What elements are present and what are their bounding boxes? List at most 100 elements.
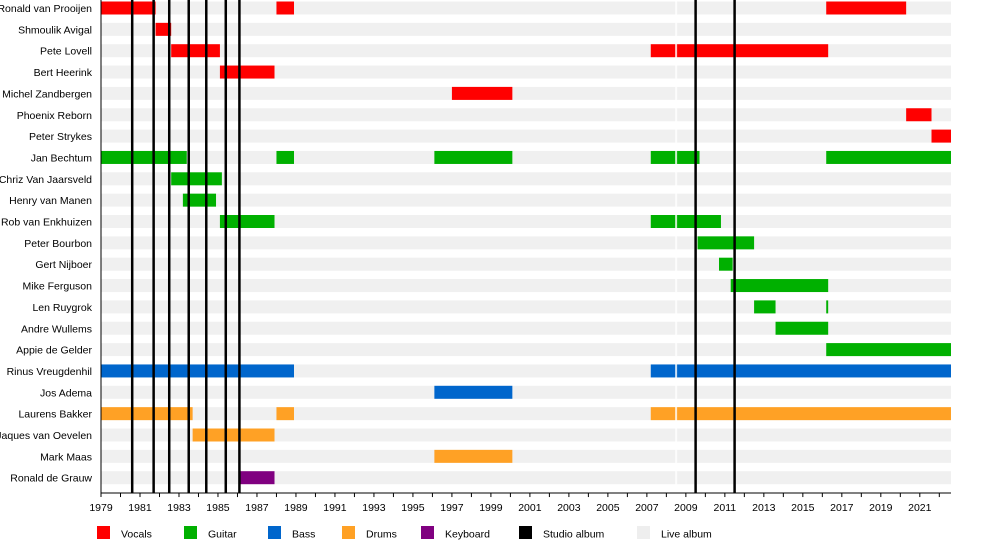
legend-swatch-keyboard xyxy=(421,526,434,539)
member-bar-guitar xyxy=(219,215,275,228)
x-tick-label: 2017 xyxy=(830,502,854,514)
member-label: Jaques van Oevelen xyxy=(0,430,92,442)
legend-label-bass: Bass xyxy=(292,529,315,541)
legend: Vocals Guitar Bass Drums Keyboard Studio albu… xyxy=(97,526,712,541)
legend-swatch-drums xyxy=(342,526,355,539)
member-bar-drums xyxy=(276,407,295,421)
member-bar-guitar xyxy=(754,300,776,314)
row-background xyxy=(101,150,951,164)
member-label: Peter Strykes xyxy=(29,131,92,143)
member-label: Len Ruygrok xyxy=(32,302,92,314)
x-tick-label: 2011 xyxy=(714,502,737,514)
member-bar-bass xyxy=(101,364,295,378)
member-bar-guitar xyxy=(730,279,829,293)
member-bar-vocals xyxy=(155,22,172,36)
member-bar-drums xyxy=(192,428,275,442)
member-bar-bass xyxy=(434,385,513,399)
x-tick-label: 2005 xyxy=(596,502,620,514)
member-label: Andre Wullems xyxy=(21,323,92,335)
member-label: Michel Zandbergen xyxy=(2,88,92,100)
member-label: Phoenix Reborn xyxy=(17,110,92,122)
row-background xyxy=(101,343,951,357)
row-background xyxy=(101,215,951,228)
row-background xyxy=(101,86,951,100)
x-tick-label: 1979 xyxy=(89,502,113,514)
member-bar-vocals xyxy=(650,44,829,58)
x-tick-label: 2019 xyxy=(869,502,893,514)
member-bar-vocals xyxy=(451,86,513,100)
member-label: Bert Heerink xyxy=(34,67,93,79)
member-label: Ronald van Prooijen xyxy=(0,3,92,15)
row-background xyxy=(101,385,951,399)
x-tick-label: 1989 xyxy=(284,502,308,514)
x-tick-label: 2009 xyxy=(674,502,698,514)
member-label: Peter Bourbon xyxy=(24,238,92,250)
row-background xyxy=(101,108,951,122)
member-bar-guitar xyxy=(171,172,222,186)
member-bar-guitar xyxy=(650,215,721,228)
row-background xyxy=(101,1,951,15)
member-bar-drums xyxy=(650,407,951,421)
x-tick-label: 1999 xyxy=(479,502,503,514)
member-bar-drums xyxy=(101,407,193,421)
row-background xyxy=(101,321,951,335)
row-background xyxy=(101,129,951,143)
x-tick-label: 1983 xyxy=(167,502,191,514)
member-labels: Ronald van Prooijen Shmoulik Avigal Pete L… xyxy=(0,3,93,485)
row-background xyxy=(101,300,951,314)
member-bar-guitar xyxy=(826,150,951,164)
x-tick-label: 1991 xyxy=(323,502,347,514)
member-label: Chriz Van Jaarsveld xyxy=(0,174,92,186)
x-tick-label: 2001 xyxy=(518,502,542,514)
member-bar-vocals xyxy=(906,108,932,122)
member-label: Ronald de Grauw xyxy=(10,473,92,485)
x-tick-label: 2013 xyxy=(752,502,776,514)
member-label: Rinus Vreugdenhil xyxy=(7,366,92,378)
member-bar-vocals xyxy=(219,65,275,79)
member-label: Laurens Bakker xyxy=(18,409,92,421)
x-tick-label: 2021 xyxy=(908,502,932,514)
member-bar-guitar xyxy=(101,150,187,164)
x-axis: 1979 1981 1983 1985 1987 1989 1991 1993 1995 1997… xyxy=(89,0,951,514)
x-tick-label: 2007 xyxy=(635,502,659,514)
member-bar-vocals xyxy=(931,129,951,143)
row-background xyxy=(101,428,951,442)
row-background xyxy=(101,236,951,250)
member-bar-guitar xyxy=(826,300,829,314)
x-tick-label: 1995 xyxy=(401,502,425,514)
legend-swatch-vocals xyxy=(97,526,110,539)
member-bar-guitar xyxy=(826,343,951,357)
member-bar-guitar xyxy=(182,193,217,207)
member-bar-guitar xyxy=(697,236,755,250)
member-label: Gert Nijboer xyxy=(35,259,92,271)
x-tick-label: 2003 xyxy=(557,502,581,514)
member-bar-drums xyxy=(434,449,513,463)
x-tick-label: 1997 xyxy=(440,502,464,514)
member-label: Pete Lovell xyxy=(40,46,92,58)
x-tick-label: 2015 xyxy=(791,502,815,514)
member-bar-vocals xyxy=(276,1,295,15)
member-bar-guitar xyxy=(719,257,733,271)
member-label: Jan Bechtum xyxy=(31,152,93,164)
member-label: Henry van Manen xyxy=(9,195,92,207)
member-bar-bass xyxy=(650,364,951,378)
legend-swatch-guitar xyxy=(184,526,197,539)
member-bar-vocals xyxy=(171,44,220,58)
x-tick-label: 1981 xyxy=(128,502,152,514)
legend-label-vocals: Vocals xyxy=(121,529,152,541)
legend-swatch-bass xyxy=(268,526,281,539)
legend-label-live: Live album xyxy=(661,529,712,541)
row-background xyxy=(101,22,951,36)
legend-swatch-studio xyxy=(519,526,532,539)
member-bar-guitar xyxy=(276,150,295,164)
member-label: Shmoulik Avigal xyxy=(18,24,92,36)
legend-label-drums: Drums xyxy=(366,529,397,541)
legend-label-guitar: Guitar xyxy=(208,529,237,541)
x-tick-label: 1993 xyxy=(362,502,386,514)
row-background xyxy=(101,193,951,207)
member-label: Rob van Enkhuizen xyxy=(1,217,92,229)
member-bar-guitar xyxy=(434,150,513,164)
member-bar-guitar xyxy=(775,321,829,335)
member-label: Jos Adema xyxy=(40,387,92,399)
